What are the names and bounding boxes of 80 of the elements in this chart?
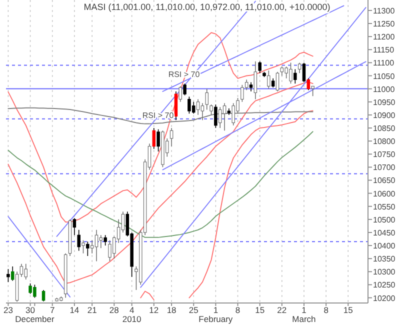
x-tick-label: 15: [255, 305, 265, 315]
y-tick-label: 10700: [373, 163, 396, 172]
x-tick-label: 15: [343, 305, 354, 315]
x-tick-label: 21: [87, 305, 98, 315]
candlestick: [104, 234, 107, 246]
x-tick-label: 14: [70, 305, 80, 315]
y-tick-label: 11050: [373, 72, 396, 81]
candlestick: [311, 86, 314, 97]
candlestick: [302, 62, 306, 83]
y-tick-label: 10200: [373, 294, 396, 303]
candlestick: [258, 60, 262, 74]
candlestick: [298, 62, 302, 74]
candlestick: [6, 268, 10, 283]
line-series: [8, 216, 71, 298]
x-tick-label: 18: [166, 305, 177, 315]
candlestick: [254, 60, 258, 100]
y-tick-label: 10800: [373, 137, 396, 146]
x-tick-label: December: [15, 314, 54, 324]
y-tick-label: 10850: [373, 124, 396, 133]
candlestick: [222, 102, 226, 132]
candlestick: [214, 104, 218, 128]
y-tick-label: 10950: [373, 98, 396, 107]
x-tick-label: 30: [26, 305, 36, 315]
x-tick-label: 1 March: [292, 305, 316, 324]
x-tick-label: 8: [324, 305, 329, 315]
x-tick-label: 7: [50, 305, 55, 315]
candlestick: [294, 68, 297, 84]
y-tick-label: 10300: [373, 268, 396, 277]
x-tick-label: 28: [109, 305, 120, 315]
candlestick: [267, 70, 270, 90]
candlestick: [271, 78, 275, 88]
candlestick: [249, 82, 253, 92]
candlestick: [170, 128, 174, 147]
x-tick-label: 8: [235, 305, 240, 315]
candlestick: [94, 229, 98, 262]
y-tick-label: 10900: [373, 110, 396, 120]
y-tick-label: 11000: [373, 84, 396, 94]
x-tick-label: 22: [277, 305, 287, 315]
candlestick: [276, 71, 280, 92]
y-tick-label: 11100: [373, 58, 395, 68]
y-tick-label: 10650: [373, 176, 396, 186]
y-tick-label: 10550: [373, 202, 396, 212]
x-tick-label: 1 February: [198, 305, 234, 324]
y-tick-label: 10450: [373, 228, 396, 238]
x-tick-label: 23: [3, 305, 14, 315]
candlestick: [24, 263, 28, 280]
y-tick-label: 10250: [373, 280, 396, 290]
y-tick-label: 10500: [373, 215, 396, 224]
x-tick-label: 4 2010: [122, 305, 142, 324]
x-tick-label: 25: [188, 305, 199, 315]
candlestick: [200, 102, 204, 121]
candlestick: [86, 241, 90, 256]
candlestick: [240, 84, 244, 102]
x-tick-label: 12: [149, 305, 159, 315]
y-tick-label: 11150: [373, 46, 395, 55]
candlestick: [82, 240, 85, 254]
y-tick-label: 10750: [373, 150, 396, 160]
candlestick: [152, 128, 156, 150]
line-series: [8, 107, 314, 124]
y-tick-label: 10350: [373, 254, 396, 264]
candlestick: [42, 290, 46, 301]
candlestick: [77, 229, 80, 252]
candlestick: [205, 88, 208, 110]
candlestick: [178, 86, 182, 102]
candlestick: [174, 91, 178, 121]
y-tick-label: 11200: [373, 32, 396, 42]
candlestick: [210, 104, 213, 116]
y-tick-label: 11300: [373, 6, 396, 16]
candlestick: [156, 128, 160, 152]
y-tick-label: 10600: [373, 189, 396, 198]
y-tick-label: 11250: [373, 20, 396, 29]
line-series: [8, 82, 314, 284]
line-series: [8, 131, 314, 238]
y-tick-label: 10400: [373, 242, 396, 251]
candlestick: [196, 98, 200, 116]
candlestick: [99, 234, 103, 249]
candlestick: [218, 106, 222, 128]
candlestick: [72, 218, 76, 236]
candlestick: [280, 66, 284, 76]
candlestick: [183, 83, 186, 96]
